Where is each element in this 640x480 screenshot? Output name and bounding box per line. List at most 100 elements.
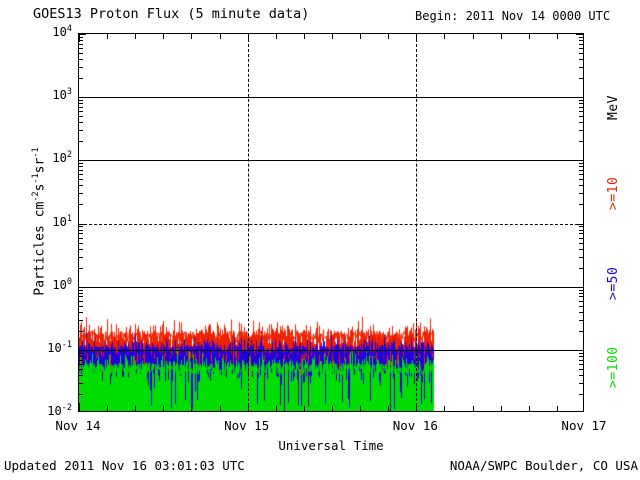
y-axis-minor-tick — [579, 229, 583, 231]
y-axis-minor-tick — [579, 111, 583, 113]
x-axis-minor-tick — [332, 406, 333, 411]
x-axis-minor-tick — [219, 406, 221, 411]
y-axis-minor-tick — [579, 36, 583, 38]
gridline-horizontal-solid — [79, 286, 583, 288]
x-axis-major-tick — [247, 403, 249, 411]
y-axis-minor-tick — [79, 352, 83, 354]
x-axis-tick-label: Nov 15 — [224, 418, 270, 433]
y-axis-minor-tick — [79, 100, 83, 102]
x-axis-minor-tick — [500, 34, 502, 39]
y-axis-minor-tick — [579, 170, 583, 172]
page-title: GOES13 Proton Flux (5 minute data) — [33, 6, 310, 22]
y-axis-minor-tick — [579, 311, 583, 313]
y-axis-minor-tick — [79, 36, 83, 38]
y-axis-minor-tick — [579, 296, 583, 298]
x-axis-label: Universal Time — [278, 438, 384, 453]
y-axis-minor-tick — [579, 374, 583, 376]
y-axis-minor-tick — [579, 368, 583, 370]
y-axis-minor-tick — [579, 122, 583, 124]
x-axis-minor-tick — [135, 406, 137, 411]
x-axis-minor-tick — [275, 34, 277, 39]
y-axis-minor-tick — [79, 300, 83, 302]
y-axis-minor-tick — [79, 368, 83, 370]
y-axis-minor-tick — [79, 226, 83, 228]
y-axis-minor-tick — [79, 67, 83, 69]
y-axis-minor-tick — [79, 359, 83, 361]
y-axis-minor-tick — [579, 382, 583, 384]
y-axis-minor-tick — [579, 233, 583, 235]
y-axis-minor-tick — [79, 48, 83, 49]
footer-updated: Updated 2011 Nov 16 03:01:03 UTC — [4, 458, 245, 473]
y-axis-minor-tick — [79, 289, 83, 291]
y-axis-minor-tick — [579, 100, 583, 102]
x-axis-major-tick — [79, 403, 80, 411]
y-axis-minor-tick — [79, 53, 83, 54]
y-axis-major-tick — [79, 160, 86, 162]
y-axis-minor-tick — [79, 233, 83, 235]
legend-entry-50mev: >=50 — [606, 266, 621, 300]
y-axis-minor-tick — [79, 106, 83, 108]
x-axis-major-tick — [416, 403, 418, 411]
y-axis-minor-tick — [579, 53, 583, 54]
x-axis-minor-tick — [444, 406, 446, 411]
x-axis-minor-tick — [303, 34, 305, 39]
x-axis-minor-tick — [219, 34, 221, 39]
y-axis-minor-tick — [579, 185, 583, 187]
y-axis-minor-tick — [79, 382, 83, 384]
y-axis-minor-tick — [579, 106, 583, 108]
y-axis-minor-tick — [79, 163, 83, 165]
y-axis-minor-tick — [79, 193, 83, 195]
y-axis-major-tick — [576, 34, 583, 35]
y-axis-minor-tick — [79, 355, 83, 357]
x-axis-minor-tick — [472, 34, 474, 39]
y-axis-minor-tick — [579, 330, 583, 332]
y-axis-major-tick — [576, 223, 583, 225]
gridline-horizontal-dashed — [79, 223, 583, 225]
y-axis-minor-tick — [579, 78, 583, 80]
y-axis-minor-tick — [579, 141, 583, 143]
y-axis-minor-tick — [79, 166, 83, 168]
y-axis-minor-tick — [579, 67, 583, 69]
footer-source: NOAA/SWPC Boulder, CO USA — [449, 458, 638, 473]
y-axis-minor-tick — [79, 59, 83, 61]
plot-inner — [79, 34, 583, 411]
y-axis-major-tick — [79, 34, 86, 35]
y-axis-minor-tick — [579, 40, 583, 42]
y-axis-minor-tick — [79, 111, 83, 113]
y-axis-minor-tick — [79, 242, 83, 244]
y-axis-minor-tick — [79, 305, 83, 307]
y-axis-minor-tick — [579, 193, 583, 195]
x-axis-major-tick — [416, 34, 418, 42]
y-axis-minor-tick — [579, 226, 583, 228]
y-axis-major-tick — [576, 97, 583, 99]
y-axis-minor-tick — [579, 393, 583, 395]
y-axis-minor-tick — [79, 374, 83, 376]
y-axis-minor-tick — [579, 59, 583, 61]
y-axis-tick-label: 10-1 — [47, 339, 72, 355]
x-axis-tick-label: Nov 14 — [55, 418, 101, 433]
y-axis-minor-tick — [579, 174, 583, 176]
y-axis-minor-tick — [79, 130, 83, 132]
y-axis-minor-tick — [79, 292, 83, 294]
y-axis-minor-tick — [79, 174, 83, 176]
y-axis-minor-tick — [79, 204, 83, 206]
y-axis-minor-tick — [579, 242, 583, 244]
x-axis-minor-tick — [360, 406, 362, 411]
x-axis-minor-tick — [528, 34, 530, 39]
legend-entry-100mev: >=100 — [606, 346, 621, 388]
y-axis-minor-tick — [579, 289, 583, 291]
y-axis-minor-tick — [79, 256, 83, 258]
x-axis-minor-tick — [360, 34, 362, 39]
legend-entry-10mev: >=10 — [606, 176, 621, 210]
y-axis-minor-tick — [579, 204, 583, 206]
y-axis-minor-tick — [79, 103, 83, 105]
y-axis-minor-tick — [579, 179, 583, 181]
y-axis-minor-tick — [579, 363, 583, 365]
y-axis-tick-label: 101 — [52, 213, 72, 229]
y-axis-minor-tick — [579, 292, 583, 294]
y-axis-minor-tick — [79, 393, 83, 395]
x-axis-major-tick — [247, 34, 249, 42]
y-axis-major-tick — [576, 349, 583, 351]
x-axis-minor-tick — [444, 34, 446, 39]
y-axis-minor-tick — [579, 130, 583, 132]
